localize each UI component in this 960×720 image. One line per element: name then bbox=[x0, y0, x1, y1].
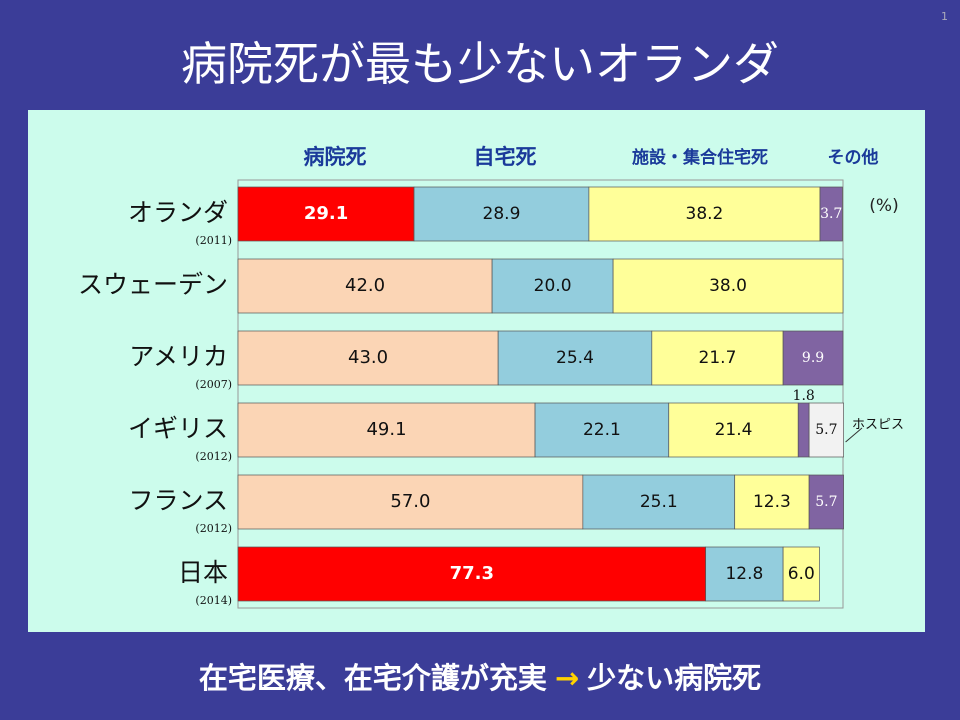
value-label: 21.4 bbox=[715, 420, 753, 440]
page-number: 1 bbox=[941, 10, 948, 23]
category-label: フランス bbox=[128, 486, 228, 515]
bar-segment bbox=[612, 258, 844, 314]
bar-segment bbox=[237, 258, 493, 314]
value-label: 77.3 bbox=[450, 563, 494, 584]
value-label: 12.8 bbox=[725, 564, 763, 584]
bar-segment bbox=[237, 546, 707, 602]
bar-segment bbox=[534, 402, 670, 458]
value-label: 57.0 bbox=[390, 491, 430, 512]
legend-label: 自宅死 bbox=[474, 145, 537, 169]
value-label: 29.1 bbox=[304, 203, 348, 224]
bar-segment bbox=[413, 186, 590, 242]
value-label: 21.7 bbox=[699, 348, 737, 368]
footer-arrow: → bbox=[554, 661, 580, 695]
bar-segment bbox=[237, 330, 499, 386]
value-label: 1.8 bbox=[793, 388, 815, 404]
value-label: 6.0 bbox=[788, 564, 815, 584]
bar-segment bbox=[705, 546, 784, 602]
bar-segment bbox=[734, 474, 810, 530]
year-label: (2014) bbox=[195, 594, 232, 607]
footer-text: 少ない病院死 bbox=[587, 661, 762, 695]
bar-segment bbox=[237, 402, 536, 458]
year-label: (2011) bbox=[195, 234, 232, 247]
bar-segment bbox=[582, 474, 736, 530]
category-label: イギリス bbox=[128, 414, 228, 443]
bar-segment bbox=[491, 258, 614, 314]
value-label: 12.3 bbox=[753, 492, 791, 512]
footer: 在宅医療、在宅介護が充実 → 少ない病院死 bbox=[0, 655, 960, 697]
year-label: (2012) bbox=[195, 522, 232, 535]
plot-frame bbox=[237, 179, 844, 609]
value-label: 5.7 bbox=[815, 494, 837, 510]
bar-segment bbox=[808, 474, 844, 530]
value-label: 3.7 bbox=[820, 206, 842, 222]
bar-segment bbox=[797, 402, 810, 458]
unit-label: (%) bbox=[869, 196, 898, 216]
category-label: オランダ bbox=[128, 198, 228, 227]
bar-segment bbox=[782, 330, 844, 386]
bar-segment bbox=[819, 186, 843, 242]
category-label: スウェーデン bbox=[78, 270, 228, 299]
value-label: 49.1 bbox=[366, 419, 406, 440]
bar-segment bbox=[237, 474, 584, 530]
value-label: 22.1 bbox=[583, 420, 621, 440]
callout-label: ホスピス bbox=[852, 418, 904, 433]
value-label: 38.2 bbox=[686, 204, 724, 224]
value-label: 25.4 bbox=[556, 348, 594, 368]
value-label: 25.1 bbox=[640, 492, 678, 512]
bar-segment bbox=[808, 402, 844, 458]
value-label: 42.0 bbox=[345, 275, 385, 296]
category-label: 日本 bbox=[178, 558, 228, 587]
legend-label: その他 bbox=[828, 147, 879, 168]
bar-segment bbox=[588, 186, 821, 242]
bar-segment bbox=[497, 330, 653, 386]
value-label: 5.7 bbox=[815, 422, 837, 438]
year-label: (2007) bbox=[195, 378, 232, 391]
value-label: 9.9 bbox=[802, 350, 824, 366]
value-label: 43.0 bbox=[348, 347, 388, 368]
value-label: 38.0 bbox=[709, 276, 747, 296]
category-label: アメリカ bbox=[129, 342, 228, 371]
bar-segment bbox=[668, 402, 799, 458]
bar-segment bbox=[782, 546, 820, 602]
footer-text: 在宅医療、在宅介護が充実 bbox=[198, 661, 547, 695]
slide-title: 病院死が最も少ないオランダ bbox=[181, 37, 779, 91]
year-label: (2012) bbox=[195, 450, 232, 463]
value-label: 20.0 bbox=[534, 276, 572, 296]
value-label: 28.9 bbox=[483, 204, 521, 224]
legend-label: 病院死 bbox=[304, 145, 367, 169]
bar-segment bbox=[651, 330, 784, 386]
callout-line bbox=[845, 427, 863, 443]
legend-label: 施設・集合住宅死 bbox=[632, 147, 768, 168]
